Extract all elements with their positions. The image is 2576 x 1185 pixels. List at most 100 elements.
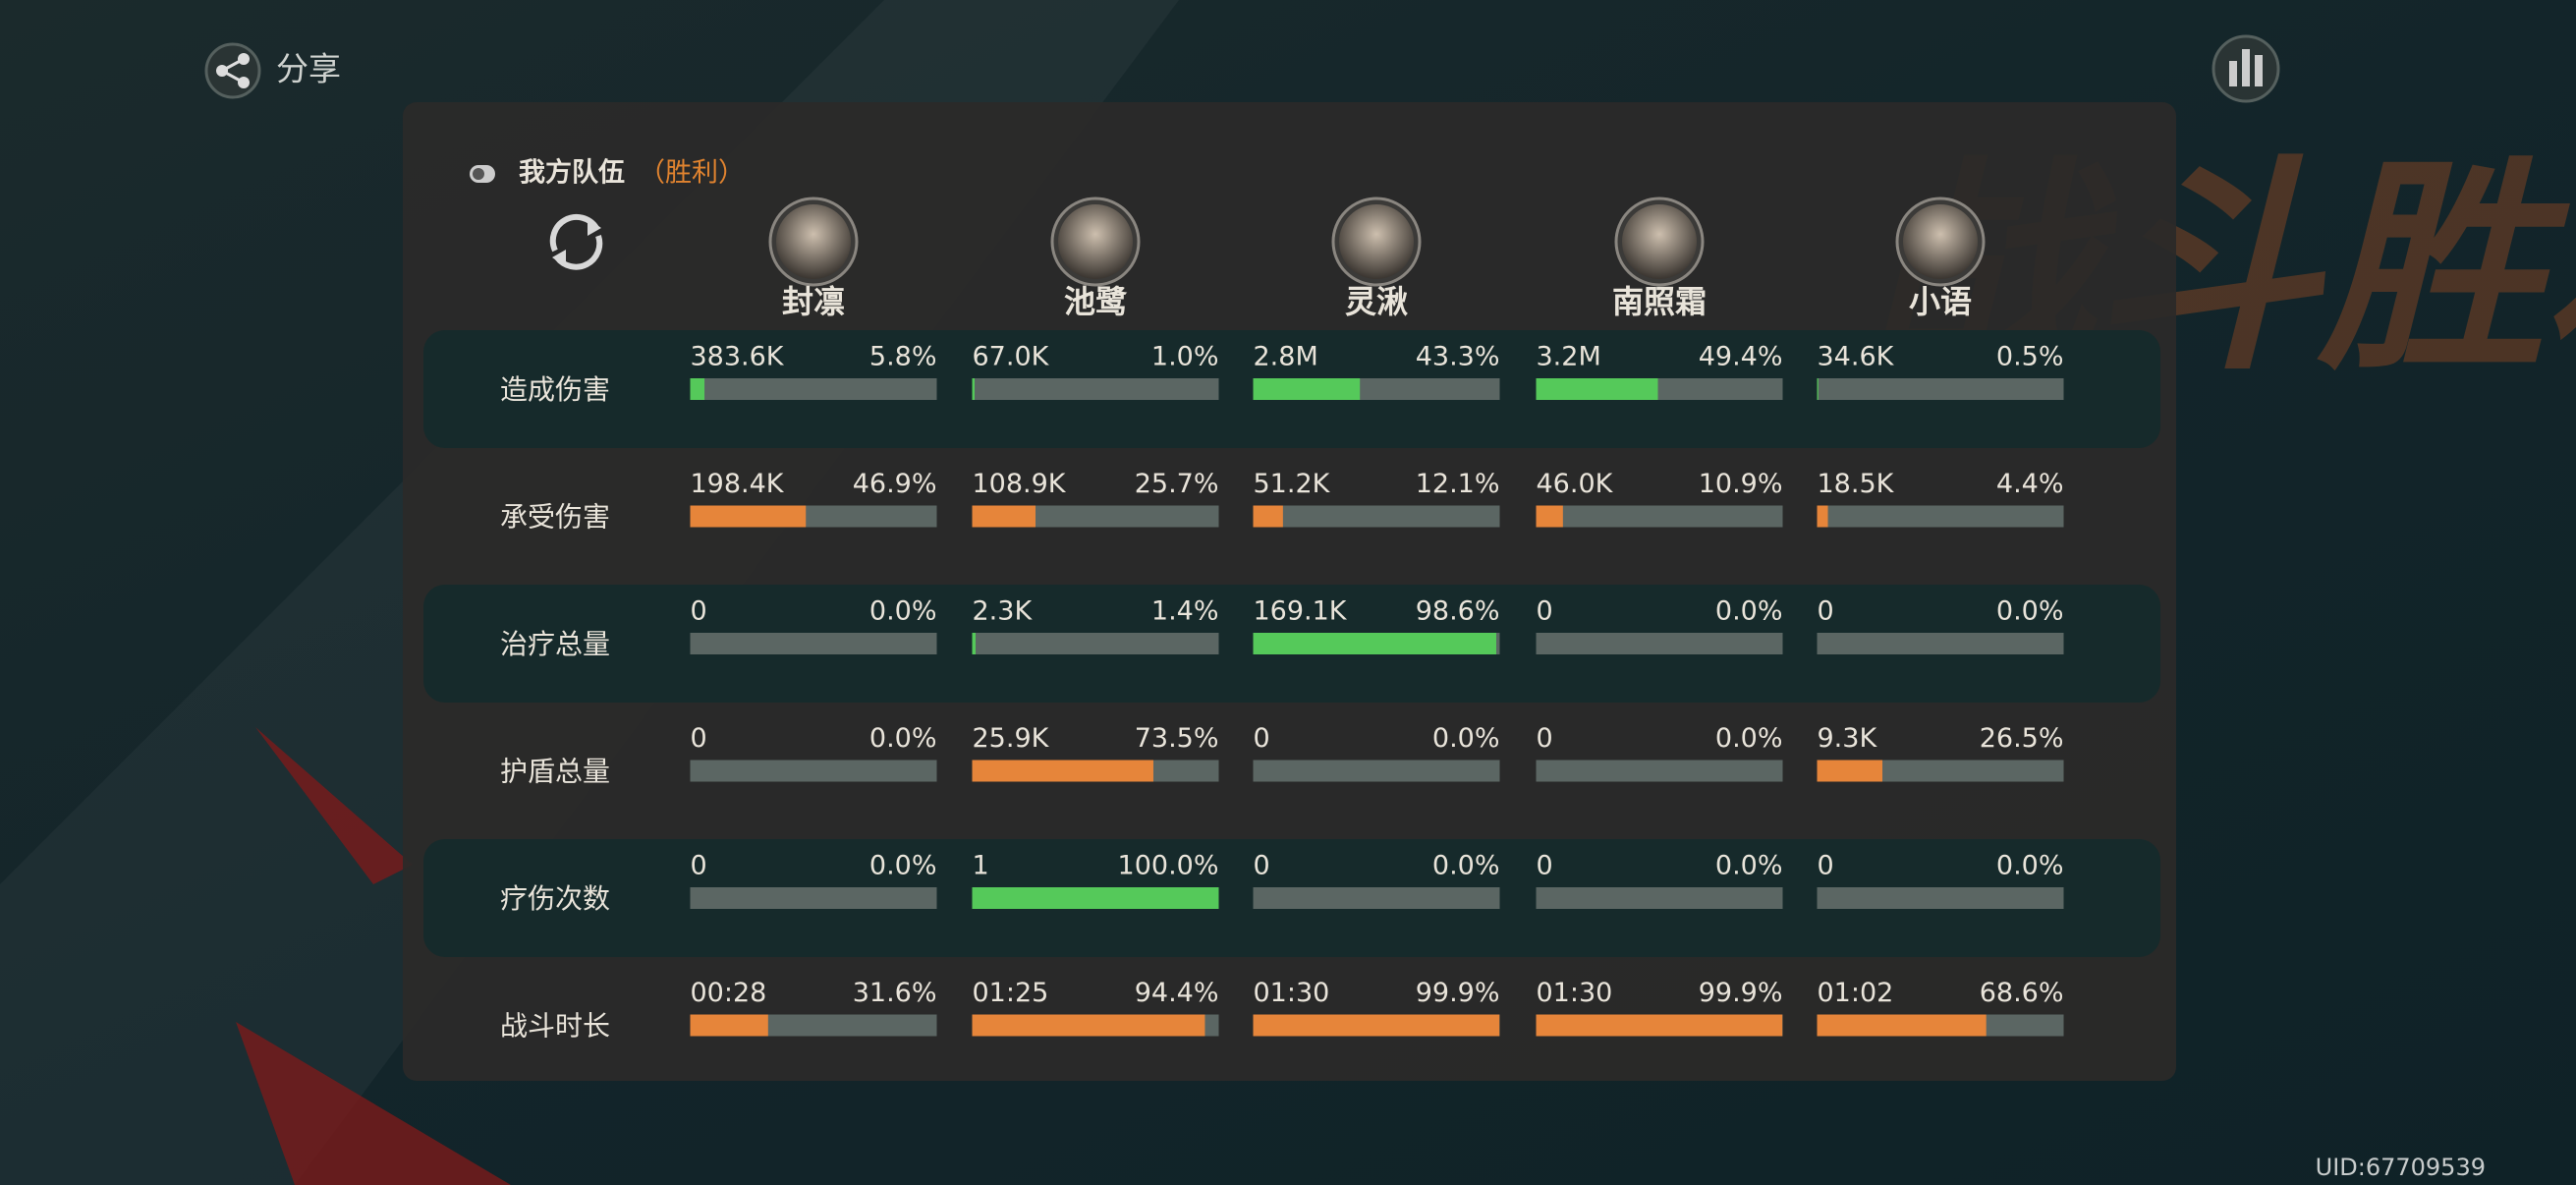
avatar[interactable] [1903,204,1978,279]
bar-fill [972,378,976,400]
amount: 00:28 [691,978,767,1008]
bar-fill [1817,760,1883,782]
percent-label: 98.6% [1416,596,1500,627]
amount: 1 [973,851,989,881]
percent-label: 99.9% [1699,978,1783,1008]
amount: 25.9K [973,723,1050,754]
percent-label: 4.4% [1996,469,2064,499]
bar-fill [1536,378,1658,400]
row-label: 造成伤害 [500,373,610,406]
bar-track [1817,378,2064,400]
amount: 9.3K [1818,723,1878,754]
bar-fill [1253,505,1283,528]
amount: 0 [1818,596,1834,627]
refresh-button[interactable] [549,213,603,270]
avatar[interactable] [1058,204,1133,279]
percent-label: 68.6% [1980,978,2064,1008]
character-name: 池鹭 [1064,283,1128,320]
amount: 34.6K [1818,342,1895,372]
bar-fill [1817,505,1828,528]
bar-track [1253,760,1500,782]
bar-track [1253,887,1500,909]
bar-track [690,760,937,782]
avatar[interactable] [776,204,851,279]
share-icon[interactable] [204,42,261,99]
bar-fill [1253,633,1496,654]
amount: 169.1K [1254,596,1348,627]
percent-label: 25.7% [1135,469,1219,499]
percent-label: 5.8% [869,342,937,372]
bar-track [972,378,1219,400]
amount: 0 [691,723,707,754]
share-label[interactable]: 分享 [276,50,341,88]
percent-label: 0.0% [869,723,937,754]
character-name: 封凛 [782,283,845,320]
character-name: 南照霜 [1612,283,1707,320]
percent-label: 0.0% [1432,851,1500,881]
percent-label: 26.5% [1980,723,2064,754]
bar-track [1817,633,2064,654]
percent-label: 0.0% [1996,596,2064,627]
percent-label: 0.0% [1432,723,1500,754]
amount: 01:02 [1818,978,1894,1008]
bar-fill [1817,1014,1987,1037]
bar-fill [1817,378,1819,400]
percent-label: 46.9% [853,469,937,499]
bar-track [690,633,937,654]
uid: UID:67709539 [2316,1154,2486,1181]
amount: 2.3K [973,596,1034,627]
percent-label: 73.5% [1135,723,1219,754]
row-label: 治疗总量 [500,628,610,660]
amount: 383.6K [691,342,785,372]
bar-track [690,378,937,400]
percent-label: 49.4% [1699,342,1783,372]
amount: 0 [1254,723,1270,754]
bar-track [972,633,1219,654]
row-label: 疗伤次数 [500,882,610,915]
percent-label: 94.4% [1135,978,1219,1008]
bar-track [1536,505,1783,528]
team-label: 我方队伍 [519,157,625,189]
bar-fill [1253,378,1361,400]
bar-track [690,887,937,909]
amount: 67.0K [973,342,1050,372]
percent-label: 1.4% [1151,596,1219,627]
percent-label: 100.0% [1118,851,1219,881]
avatar[interactable] [1339,204,1414,279]
row-label: 战斗时长 [500,1010,610,1043]
bar-fill [972,887,1219,909]
percent-label: 31.6% [853,978,937,1008]
amount: 0 [1537,723,1553,754]
percent-label: 12.1% [1416,469,1500,499]
amount: 0 [1537,851,1553,881]
amount: 0 [1537,596,1553,627]
share-button[interactable]: 分享 [204,42,341,99]
team-result: （胜利） [639,158,745,189]
stats-button[interactable] [2212,34,2280,103]
percent-label: 0.0% [1996,851,2064,881]
amount: 01:30 [1254,978,1330,1008]
percent-label: 10.9% [1699,469,1783,499]
character-art [236,727,511,1185]
avatar[interactable] [1622,204,1697,279]
character-name: 小语 [1909,283,1972,320]
percent-label: 0.0% [1715,596,1783,627]
bar-fill [690,1014,768,1037]
bar-fill [972,505,1036,528]
amount: 198.4K [691,469,785,499]
amount: 2.8M [1254,342,1318,372]
amount: 0 [1818,851,1834,881]
amount: 3.2M [1537,342,1601,372]
percent-label: 43.3% [1416,342,1500,372]
percent-label: 0.0% [1715,851,1783,881]
percent-label: 1.0% [1151,342,1219,372]
bar-track [1817,505,2064,528]
bar-fill [690,505,807,528]
amount: 0 [1254,851,1270,881]
bar-track [1253,505,1500,528]
bar-track [1536,887,1783,909]
amount: 0 [691,851,707,881]
amount: 01:25 [973,978,1049,1008]
bar-fill [690,378,705,400]
